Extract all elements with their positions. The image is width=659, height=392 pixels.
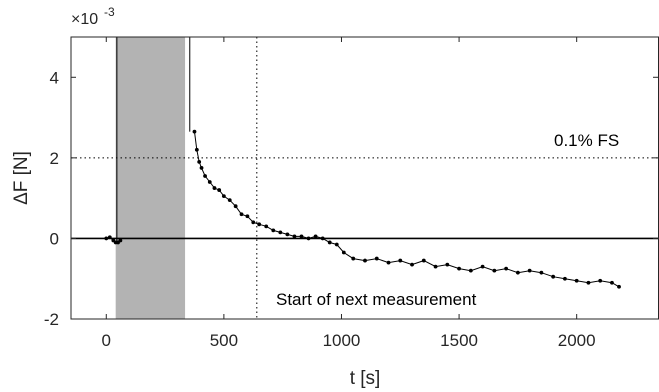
data-point [239,212,244,217]
series-points [104,129,621,289]
data-point [207,180,212,184]
y-axis-ticks: -2 0 2 4 [44,68,658,329]
data-point [586,280,591,285]
data-point [257,222,262,227]
data-point [398,258,403,263]
data-point [278,230,283,235]
data-point [421,258,426,263]
data-point [527,268,532,273]
data-point [610,280,614,285]
data-point [480,264,485,269]
data-point [457,266,461,271]
y-exponent-base: ×10 [71,11,98,28]
data-point [203,174,207,178]
data-point [118,238,123,243]
excluded-interval-shading [115,37,186,319]
data-point [313,234,318,239]
data-point [492,268,497,273]
data-point [468,268,473,273]
data-point [551,274,556,279]
data-point [598,278,603,283]
data-point [351,256,356,261]
y-axis-title: ΔF [N] [11,151,32,205]
y-tick-label: -2 [44,310,59,329]
x-tick-label: 1000 [323,331,361,350]
data-point [264,224,269,229]
data-point [617,284,621,289]
y-tick-label: 0 [50,229,59,248]
data-point [445,262,450,267]
x-axis-title: t [s] [350,368,381,389]
data-point [410,262,414,267]
data-point [292,234,297,239]
data-point [271,228,276,233]
data-point [245,214,250,219]
data-point [515,270,520,275]
x-tick-label: 1500 [440,331,478,350]
data-point [227,198,232,203]
data-point [233,204,238,209]
y-exponent-power: -3 [104,5,115,19]
data-point [341,250,346,255]
data-point [563,276,567,281]
data-point [285,232,290,237]
data-point [299,234,304,239]
x-axis-ticks: 0 500 1000 1500 2000 [102,37,596,350]
x-tick-label: 500 [210,331,238,350]
data-point [199,166,204,170]
data-point [386,260,391,265]
threshold-label: 0.1% FS [554,131,619,150]
y-tick-label: 2 [50,149,59,168]
next-measurement-label: Start of next measurement [276,290,477,309]
data-point [217,188,222,192]
data-point [212,186,217,190]
data-point [104,236,109,241]
data-point [504,266,509,271]
data-point [194,147,199,152]
y-tick-label: 4 [50,68,59,87]
x-tick-label: 2000 [558,331,596,350]
data-point [192,129,197,134]
data-point [327,240,332,245]
data-point [433,264,438,269]
data-point [221,194,226,199]
data-point [363,258,367,263]
spike-lines [116,37,191,243]
data-point [539,270,544,275]
data-point [107,235,112,240]
data-point [574,278,579,283]
data-point [197,159,202,164]
data-point [334,242,339,247]
data-point [306,236,311,241]
x-tick-label: 0 [102,331,111,350]
data-point [320,236,325,241]
data-point [251,220,256,225]
series-line [194,131,620,288]
data-point [374,256,379,261]
